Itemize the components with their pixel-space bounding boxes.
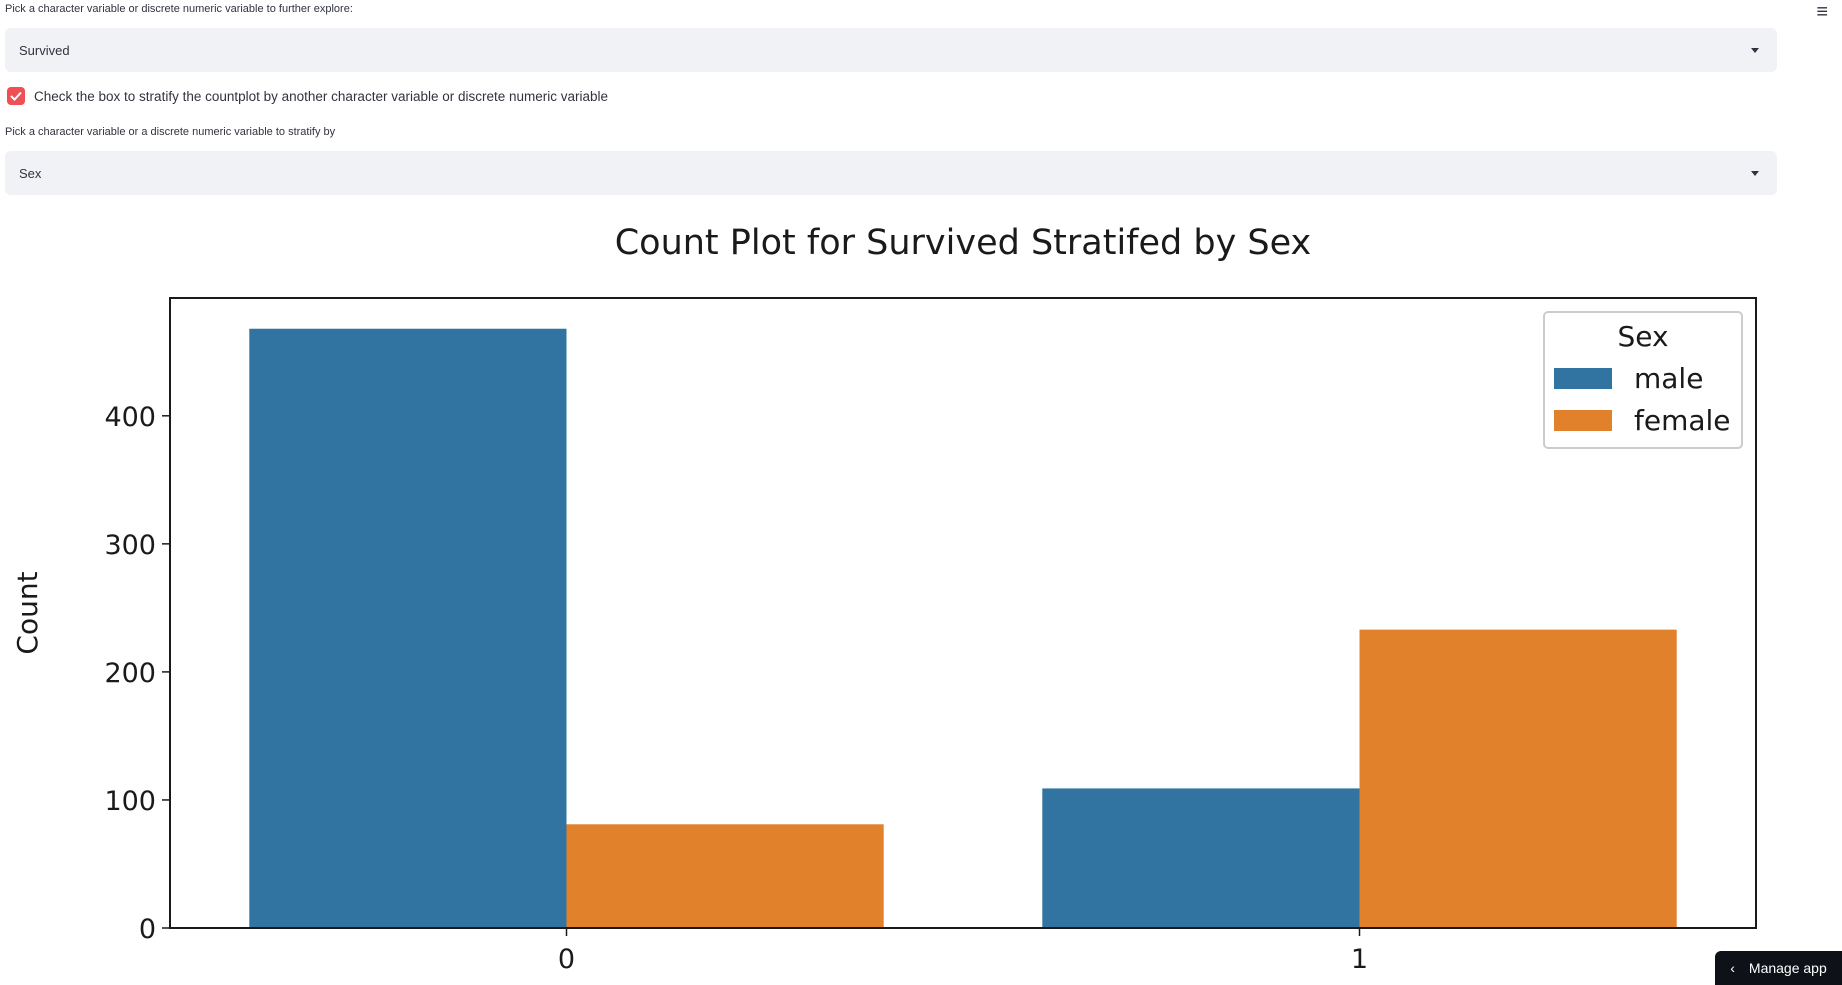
legend-label-male: male: [1634, 362, 1703, 395]
bar-male-0: [249, 328, 567, 928]
legend-swatch-male: [1554, 368, 1612, 389]
legend-swatch-female: [1554, 410, 1612, 431]
y-tick-label: 400: [104, 402, 156, 433]
variable-select-label: Pick a character variable or discrete nu…: [5, 3, 353, 15]
stratify-checkbox[interactable]: Check the box to stratify the countplot …: [7, 87, 608, 105]
chart-title: Count Plot for Survived Stratifed by Sex: [615, 223, 1312, 263]
manage-app-button[interactable]: ‹ Manage app: [1715, 951, 1842, 985]
plot-frame: [169, 297, 1757, 929]
variable-select[interactable]: Survived: [5, 28, 1777, 72]
bar-female-0: [566, 824, 884, 928]
legend-label-female: female: [1634, 404, 1731, 437]
chevron-down-icon: [1751, 47, 1759, 53]
chevron-down-icon: [1751, 170, 1759, 176]
manage-app-label: Manage app: [1748, 960, 1827, 976]
variable-select-value: Survived: [19, 42, 70, 58]
x-tick-label: 1: [1351, 944, 1368, 975]
y-tick-label: 300: [104, 530, 156, 561]
stratify-select[interactable]: Sex: [5, 151, 1777, 195]
checkbox-checked-icon: [7, 87, 25, 105]
count-plot-chart: Count Plot for Survived Stratifed by Sex…: [11, 223, 1757, 975]
legend-title: Sex: [1617, 320, 1668, 353]
x-tick-label: 0: [558, 944, 575, 975]
y-tick-label: 0: [139, 914, 156, 945]
menu-icon[interactable]: ≡: [1816, 1, 1828, 23]
bar-male-1: [1042, 788, 1360, 928]
bar-female-1: [1359, 629, 1677, 928]
stratify-select-value: Sex: [19, 165, 42, 181]
y-tick-label: 200: [104, 658, 156, 689]
stratify-checkbox-label: Check the box to stratify the countplot …: [34, 88, 609, 104]
chevron-left-icon: ‹: [1730, 960, 1735, 976]
stratify-select-label: Pick a character variable or a discrete …: [5, 126, 336, 138]
y-tick-label: 100: [104, 786, 156, 817]
y-axis-label: Count: [11, 571, 44, 654]
